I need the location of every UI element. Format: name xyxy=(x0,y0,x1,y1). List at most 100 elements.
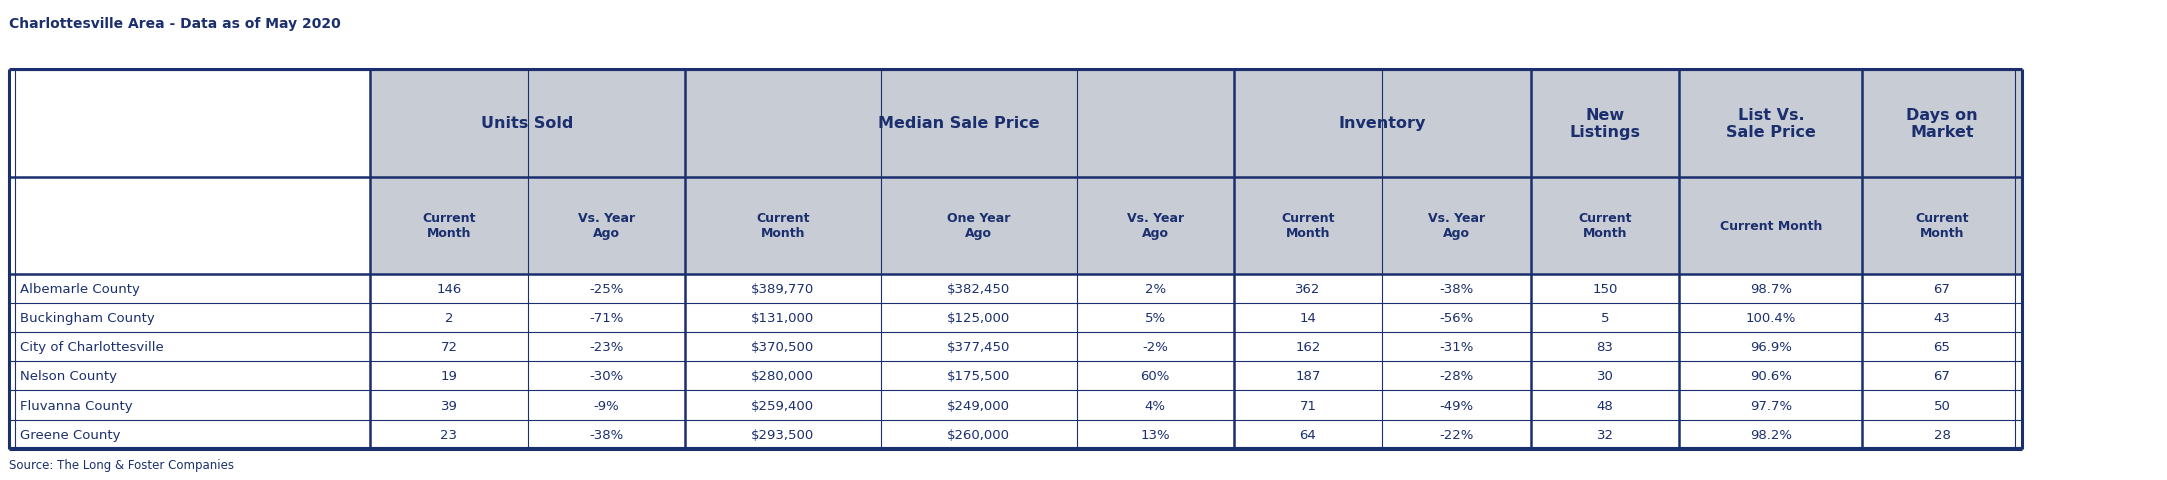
Text: List Vs.
Sale Price: List Vs. Sale Price xyxy=(1725,108,1816,140)
Text: 2: 2 xyxy=(444,312,453,324)
Text: -2%: -2% xyxy=(1142,341,1168,354)
Text: -30%: -30% xyxy=(589,370,624,383)
Text: 67: 67 xyxy=(1933,282,1950,295)
Text: Current
Month: Current Month xyxy=(1281,212,1335,240)
Text: One Year
Ago: One Year Ago xyxy=(947,212,1010,240)
Text: -28%: -28% xyxy=(1439,370,1474,383)
Text: 150: 150 xyxy=(1593,282,1619,295)
Text: 162: 162 xyxy=(1296,341,1320,354)
Bar xyxy=(1530,70,1679,178)
Text: Charlottesville Area - Data as of May 2020: Charlottesville Area - Data as of May 20… xyxy=(9,17,340,31)
Text: 98.2%: 98.2% xyxy=(1749,428,1792,441)
Text: 90.6%: 90.6% xyxy=(1751,370,1792,383)
Text: 30: 30 xyxy=(1597,370,1614,383)
Text: 39: 39 xyxy=(440,399,457,412)
Text: $259,400: $259,400 xyxy=(752,399,815,412)
Bar xyxy=(685,70,1233,178)
Text: $125,000: $125,000 xyxy=(947,312,1010,324)
Bar xyxy=(1679,178,1861,275)
Text: -31%: -31% xyxy=(1439,341,1474,354)
Text: New
Listings: New Listings xyxy=(1569,108,1640,140)
Text: 43: 43 xyxy=(1933,312,1950,324)
Bar xyxy=(9,178,371,275)
Bar xyxy=(1530,178,1679,275)
Text: $175,500: $175,500 xyxy=(947,370,1010,383)
Bar xyxy=(371,178,527,275)
Text: $382,450: $382,450 xyxy=(947,282,1010,295)
Text: -25%: -25% xyxy=(589,282,624,295)
Text: 23: 23 xyxy=(440,428,457,441)
Text: Greene County: Greene County xyxy=(20,428,119,441)
Text: Inventory: Inventory xyxy=(1339,116,1426,131)
Bar xyxy=(9,333,2022,361)
Text: Nelson County: Nelson County xyxy=(20,370,117,383)
Text: 67: 67 xyxy=(1933,370,1950,383)
Text: 187: 187 xyxy=(1296,370,1320,383)
Text: Buckingham County: Buckingham County xyxy=(20,312,154,324)
Text: $389,770: $389,770 xyxy=(752,282,815,295)
Text: 4%: 4% xyxy=(1144,399,1166,412)
Bar xyxy=(1679,70,1861,178)
Text: 64: 64 xyxy=(1300,428,1315,441)
Bar xyxy=(1861,70,2022,178)
Text: $260,000: $260,000 xyxy=(947,428,1010,441)
Text: $131,000: $131,000 xyxy=(752,312,815,324)
Text: 32: 32 xyxy=(1597,428,1614,441)
Text: $280,000: $280,000 xyxy=(752,370,815,383)
Bar xyxy=(1861,178,2022,275)
Text: $249,000: $249,000 xyxy=(947,399,1010,412)
Text: 96.9%: 96.9% xyxy=(1751,341,1792,354)
Text: -22%: -22% xyxy=(1439,428,1474,441)
Text: -71%: -71% xyxy=(589,312,624,324)
Text: 60%: 60% xyxy=(1140,370,1170,383)
Bar xyxy=(9,303,2022,333)
Text: Current
Month: Current Month xyxy=(756,212,810,240)
Bar xyxy=(1233,70,1530,178)
Text: 2%: 2% xyxy=(1144,282,1166,295)
Text: Vs. Year
Ago: Vs. Year Ago xyxy=(1127,212,1183,240)
Text: 71: 71 xyxy=(1300,399,1315,412)
Text: City of Charlottesville: City of Charlottesville xyxy=(20,341,163,354)
Text: 65: 65 xyxy=(1933,341,1950,354)
Bar xyxy=(1077,178,1233,275)
Bar xyxy=(880,178,1077,275)
Text: -9%: -9% xyxy=(594,399,620,412)
Bar xyxy=(9,420,2022,449)
Text: 5: 5 xyxy=(1601,312,1610,324)
Text: -38%: -38% xyxy=(1439,282,1474,295)
Text: 5%: 5% xyxy=(1144,312,1166,324)
Bar xyxy=(527,178,685,275)
Text: $293,500: $293,500 xyxy=(752,428,815,441)
Text: 50: 50 xyxy=(1933,399,1950,412)
Text: 83: 83 xyxy=(1597,341,1614,354)
Text: 28: 28 xyxy=(1933,428,1950,441)
Text: -38%: -38% xyxy=(589,428,624,441)
Text: Median Sale Price: Median Sale Price xyxy=(878,116,1040,131)
Bar xyxy=(1383,178,1530,275)
Text: Source: The Long & Foster Companies: Source: The Long & Foster Companies xyxy=(9,458,234,471)
Text: 13%: 13% xyxy=(1140,428,1170,441)
Text: Current Month: Current Month xyxy=(1721,219,1822,232)
Text: 48: 48 xyxy=(1597,399,1614,412)
Text: 72: 72 xyxy=(440,341,457,354)
Text: Units Sold: Units Sold xyxy=(481,116,574,131)
Bar xyxy=(371,70,685,178)
Text: Albemarle County: Albemarle County xyxy=(20,282,139,295)
Text: Current
Month: Current Month xyxy=(423,212,477,240)
Text: Fluvanna County: Fluvanna County xyxy=(20,399,132,412)
Text: 146: 146 xyxy=(436,282,462,295)
Text: Vs. Year
Ago: Vs. Year Ago xyxy=(579,212,635,240)
Text: 100.4%: 100.4% xyxy=(1747,312,1796,324)
Text: 362: 362 xyxy=(1296,282,1320,295)
Text: $377,450: $377,450 xyxy=(947,341,1010,354)
Bar xyxy=(9,275,2022,303)
Bar xyxy=(9,391,2022,420)
Text: -49%: -49% xyxy=(1439,399,1474,412)
Text: $370,500: $370,500 xyxy=(752,341,815,354)
Bar xyxy=(685,178,880,275)
Bar xyxy=(9,361,2022,391)
Text: Current
Month: Current Month xyxy=(1578,212,1632,240)
Text: Days on
Market: Days on Market xyxy=(1907,108,1978,140)
Text: -56%: -56% xyxy=(1439,312,1474,324)
Text: 98.7%: 98.7% xyxy=(1749,282,1792,295)
